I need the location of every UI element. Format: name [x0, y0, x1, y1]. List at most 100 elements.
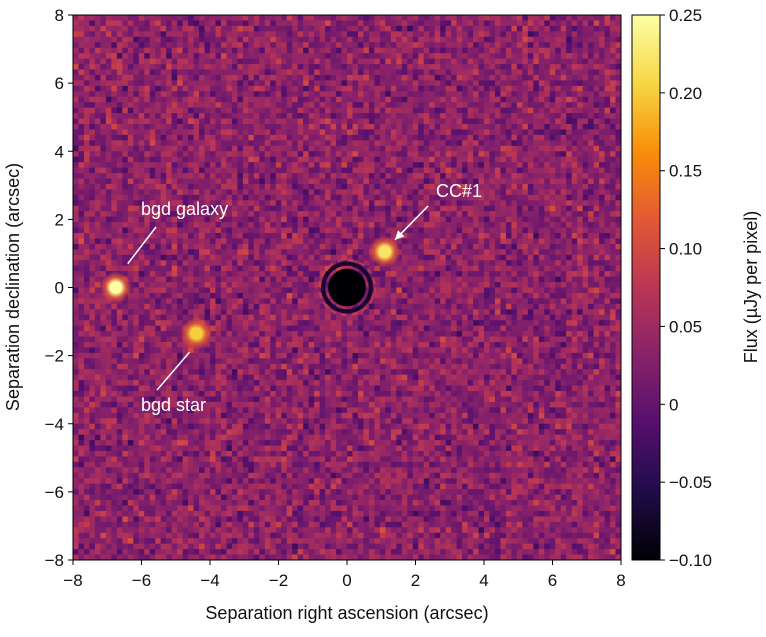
- heatmap-pixel: [401, 156, 408, 163]
- heatmap-pixel: [456, 194, 463, 201]
- heatmap-pixel: [363, 276, 370, 283]
- heatmap-pixel: [484, 102, 491, 109]
- heatmap-pixel: [303, 69, 310, 76]
- heatmap-pixel: [473, 69, 480, 76]
- heatmap-pixel: [434, 276, 441, 283]
- heatmap-pixel: [138, 20, 145, 27]
- heatmap-pixel: [94, 276, 101, 283]
- heatmap-pixel: [336, 205, 343, 212]
- heatmap-pixel: [593, 243, 600, 250]
- heatmap-pixel: [544, 243, 551, 250]
- heatmap-pixel: [308, 167, 315, 174]
- heatmap-pixel: [319, 47, 326, 54]
- heatmap-pixel: [615, 129, 621, 136]
- heatmap-pixel: [188, 47, 195, 54]
- heatmap-pixel: [314, 162, 321, 169]
- heatmap-pixel: [473, 85, 480, 92]
- heatmap-pixel: [193, 96, 200, 103]
- heatmap-pixel: [89, 216, 96, 223]
- heatmap-pixel: [588, 205, 595, 212]
- heatmap-pixel: [407, 178, 414, 185]
- heatmap-pixel: [122, 64, 129, 71]
- heatmap-pixel: [275, 178, 282, 185]
- heatmap-pixel: [303, 25, 310, 32]
- heatmap-pixel: [78, 254, 85, 261]
- heatmap-pixel: [462, 80, 469, 87]
- heatmap-pixel: [297, 227, 304, 234]
- heatmap-pixel: [188, 173, 195, 180]
- heatmap-pixel: [571, 85, 578, 92]
- heatmap-pixel: [248, 282, 255, 289]
- heatmap-pixel: [429, 64, 436, 71]
- heatmap-pixel: [248, 238, 255, 245]
- heatmap-pixel: [182, 36, 189, 43]
- heatmap-pixel: [401, 211, 408, 218]
- heatmap-pixel: [138, 233, 145, 240]
- heatmap-pixel: [473, 183, 480, 190]
- heatmap-pixel: [166, 265, 173, 272]
- heatmap-pixel: [582, 124, 589, 131]
- heatmap-pixel: [396, 134, 403, 141]
- heatmap-pixel: [494, 156, 502, 163]
- heatmap-pixel: [89, 74, 96, 81]
- heatmap-pixel: [188, 243, 195, 250]
- heatmap-pixel: [588, 74, 595, 81]
- heatmap-pixel: [78, 189, 85, 196]
- heatmap-pixel: [105, 233, 112, 240]
- heatmap-pixel: [253, 260, 260, 267]
- heatmap-pixel: [292, 227, 299, 234]
- heatmap-pixel: [429, 107, 436, 114]
- heatmap-pixel: [237, 80, 244, 87]
- heatmap-pixel: [412, 156, 419, 163]
- heatmap-pixel: [363, 15, 370, 22]
- heatmap-pixel: [83, 222, 91, 229]
- heatmap-pixel: [341, 102, 348, 109]
- heatmap-pixel: [336, 58, 343, 65]
- heatmap-pixel: [368, 91, 375, 98]
- heatmap-pixel: [78, 271, 85, 278]
- heatmap-pixel: [407, 233, 414, 240]
- heatmap-pixel: [494, 167, 502, 174]
- heatmap-pixel: [571, 243, 578, 250]
- heatmap-pixel: [138, 91, 145, 98]
- heatmap-pixel: [330, 96, 337, 103]
- heatmap-pixel: [555, 167, 562, 174]
- heatmap-pixel: [89, 200, 96, 207]
- heatmap-pixel: [325, 227, 332, 234]
- heatmap-pixel: [604, 167, 611, 174]
- heatmap-pixel: [133, 183, 140, 190]
- heatmap-pixel: [588, 47, 595, 54]
- heatmap-pixel: [111, 91, 118, 98]
- heatmap-pixel: [149, 113, 156, 120]
- heatmap-pixel: [407, 58, 414, 65]
- heatmap-pixel: [242, 162, 249, 169]
- heatmap-pixel: [390, 194, 397, 201]
- heatmap-pixel: [73, 36, 80, 43]
- heatmap-pixel: [160, 276, 167, 283]
- heatmap-pixel: [549, 243, 556, 250]
- heatmap-pixel: [451, 189, 458, 196]
- heatmap-pixel: [94, 20, 101, 27]
- heatmap-pixel: [494, 276, 502, 283]
- heatmap-pixel: [248, 276, 255, 283]
- heatmap-pixel: [94, 118, 101, 125]
- heatmap-pixel: [210, 173, 217, 180]
- heatmap-pixel: [242, 238, 249, 245]
- heatmap-pixel: [604, 113, 611, 120]
- heatmap-pixel: [440, 134, 447, 141]
- heatmap-pixel: [456, 254, 463, 261]
- heatmap-pixel: [116, 151, 123, 158]
- heatmap-pixel: [182, 189, 189, 196]
- heatmap-pixel: [478, 118, 485, 125]
- heatmap-pixel: [259, 113, 266, 120]
- heatmap-pixel: [407, 227, 414, 234]
- heatmap-pixel: [368, 222, 375, 229]
- heatmap-pixel: [319, 113, 326, 120]
- heatmap-pixel: [138, 53, 145, 60]
- heatmap-pixel: [500, 200, 507, 207]
- heatmap-pixel: [615, 20, 621, 27]
- heatmap-pixel: [484, 227, 491, 234]
- heatmap-pixel: [440, 233, 447, 240]
- heatmap-pixel: [363, 107, 370, 114]
- heatmap-pixel: [396, 282, 403, 289]
